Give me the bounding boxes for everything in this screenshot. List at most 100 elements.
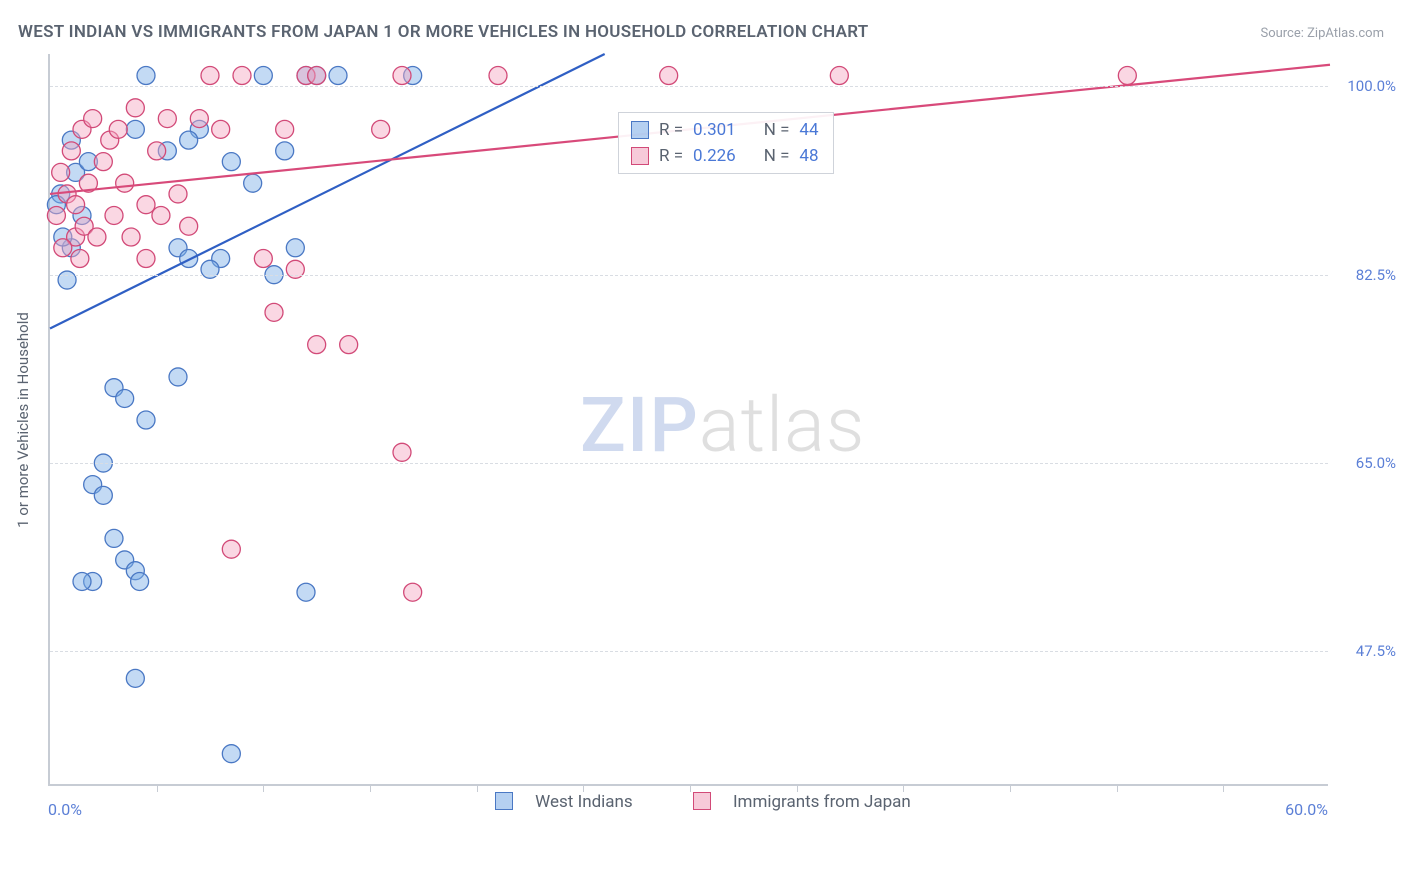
trend-line [50, 54, 605, 329]
data-point [286, 239, 304, 257]
gridline-h [50, 275, 1328, 276]
x-tick [263, 784, 264, 792]
legend-n-label: N = [764, 117, 790, 143]
data-point [340, 336, 358, 354]
x-tick [477, 784, 478, 792]
data-point [122, 228, 140, 246]
data-point [201, 67, 219, 85]
y-tick-label: 47.5% [1356, 642, 1396, 660]
x-tick [690, 784, 691, 792]
data-point [158, 110, 176, 128]
y-tick-label: 65.0% [1356, 454, 1396, 472]
bottom-legend-pink: Immigrants from Japan [679, 792, 925, 812]
data-point [62, 142, 80, 160]
bottom-legend: West Indians Immigrants from Japan [0, 792, 1406, 812]
x-tick [1223, 784, 1224, 792]
gridline-h [50, 463, 1328, 464]
data-point [54, 239, 72, 257]
data-point [660, 67, 678, 85]
data-point [254, 250, 272, 268]
data-point [276, 142, 294, 160]
data-point [180, 217, 198, 235]
data-point [212, 120, 230, 138]
data-point [830, 67, 848, 85]
data-point [126, 120, 144, 138]
data-point [393, 443, 411, 461]
data-point [297, 583, 315, 601]
data-point [47, 206, 65, 224]
correlation-legend: R = 0.301 N = 44 R = 0.226 N = 48 [618, 112, 834, 174]
data-point [137, 67, 155, 85]
data-point [126, 669, 144, 687]
gridline-h [50, 86, 1328, 87]
data-point [84, 110, 102, 128]
source-attribution: Source: ZipAtlas.com [1260, 26, 1384, 41]
data-point [105, 529, 123, 547]
x-tick [903, 784, 904, 792]
legend-pink-r: 0.226 [693, 143, 736, 169]
data-point [180, 250, 198, 268]
data-point [94, 486, 112, 504]
data-point [71, 250, 89, 268]
data-point [131, 572, 149, 590]
data-point [169, 185, 187, 203]
data-point [372, 120, 390, 138]
data-point [137, 196, 155, 214]
legend-row-pink: R = 0.226 N = 48 [631, 143, 819, 169]
y-tick-label: 100.0% [1347, 77, 1396, 95]
legend-blue-n: 44 [799, 117, 818, 143]
data-point [1118, 67, 1136, 85]
y-tick-label: 82.5% [1356, 266, 1396, 284]
plot-area: R = 0.301 N = 44 R = 0.226 N = 48 47.5%6… [48, 54, 1328, 786]
swatch-blue-icon [631, 121, 649, 139]
data-point [244, 174, 262, 192]
legend-blue-r: 0.301 [693, 117, 736, 143]
data-point [73, 572, 91, 590]
legend-pink-n: 48 [799, 143, 818, 169]
y-axis-label: 1 or more Vehicles in Household [14, 312, 32, 528]
data-point [169, 368, 187, 386]
swatch-blue-icon [495, 792, 513, 810]
data-point [152, 206, 170, 224]
data-point [116, 389, 134, 407]
x-tick [583, 784, 584, 792]
x-tick [157, 784, 158, 792]
data-point [222, 745, 240, 763]
data-point [88, 228, 106, 246]
data-point [116, 174, 134, 192]
x-tick [1117, 784, 1118, 792]
data-point [109, 120, 127, 138]
bottom-legend-blue: West Indians [481, 792, 647, 812]
data-point [52, 163, 70, 181]
legend-blue-label: West Indians [535, 792, 633, 812]
legend-n-label: N = [764, 143, 790, 169]
data-point [67, 196, 85, 214]
data-point [222, 153, 240, 171]
legend-r-label: R = [659, 117, 683, 143]
data-point [94, 153, 112, 171]
data-point [276, 120, 294, 138]
data-point [190, 110, 208, 128]
data-point [105, 206, 123, 224]
swatch-pink-icon [693, 792, 711, 810]
x-tick [370, 784, 371, 792]
data-point [489, 67, 507, 85]
legend-row-blue: R = 0.301 N = 44 [631, 117, 819, 143]
data-point [180, 131, 198, 149]
chart-title: WEST INDIAN VS IMMIGRANTS FROM JAPAN 1 O… [18, 22, 869, 42]
x-tick [1010, 784, 1011, 792]
gridline-h [50, 651, 1328, 652]
data-point [222, 540, 240, 558]
data-point [254, 67, 272, 85]
data-point [126, 99, 144, 117]
data-point [329, 67, 347, 85]
x-tick [797, 784, 798, 792]
data-point [265, 303, 283, 321]
data-point [233, 67, 251, 85]
legend-r-label: R = [659, 143, 683, 169]
data-point [404, 583, 422, 601]
data-point [308, 336, 326, 354]
legend-pink-label: Immigrants from Japan [733, 792, 911, 812]
data-point [148, 142, 166, 160]
data-point [393, 67, 411, 85]
